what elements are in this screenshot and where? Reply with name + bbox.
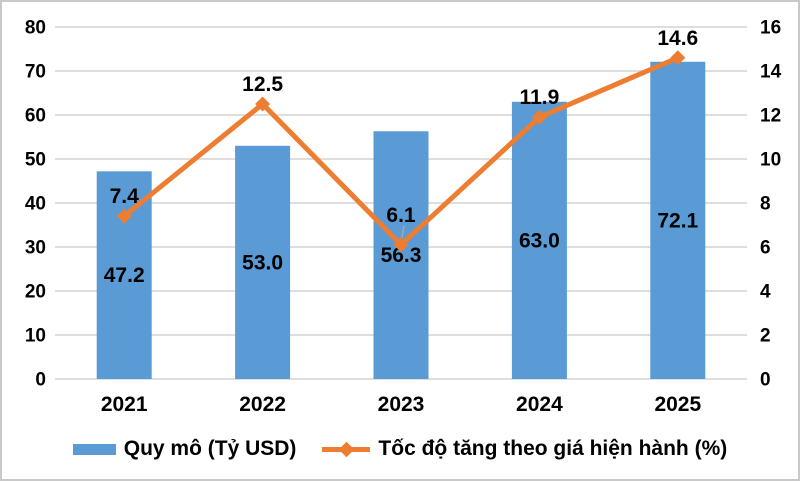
- line-marker-2023: [393, 237, 409, 253]
- bar-2023: [373, 131, 429, 379]
- line-label-2022: 12.5: [242, 73, 283, 96]
- line-marker-2021: [116, 208, 132, 224]
- diamond-marker-icon: [338, 441, 355, 457]
- left-axis-tick: 60: [25, 106, 46, 127]
- left-axis-tick: 0: [35, 370, 46, 391]
- bar-label-2024: 63.0: [519, 229, 560, 252]
- right-axis-tick: 14: [760, 62, 782, 83]
- legend: Quy mô (Tỷ USD) Tốc độ tăng theo giá hiệ…: [2, 437, 798, 461]
- left-axis-tick: 20: [25, 282, 46, 303]
- x-axis-label-2021: 2021: [101, 393, 148, 416]
- right-axis-tick: 2: [760, 326, 771, 347]
- x-axis-label-2023: 2023: [378, 393, 425, 416]
- line-label-2021: 7.4: [110, 185, 140, 208]
- line-label-2024: 11.9: [520, 86, 560, 109]
- label-leader-line: [401, 225, 405, 238]
- left-axis-tick: 10: [25, 326, 46, 347]
- bar-label-2025: 72.1: [657, 209, 698, 232]
- right-axis-tick: 4: [760, 282, 771, 303]
- line-label-2025: 14.6: [657, 27, 698, 50]
- bar-label-2022: 53.0: [242, 251, 283, 274]
- bar-2024: [511, 101, 567, 380]
- line-marker-2025: [670, 50, 686, 66]
- bar-2025: [650, 61, 706, 379]
- bar-series-swatch-icon: [72, 443, 116, 455]
- right-axis-tick: 12: [760, 106, 781, 127]
- x-axis-label-2022: 2022: [239, 393, 286, 416]
- bar-label-2021: 47.2: [104, 264, 145, 287]
- x-axis-label-2025: 2025: [654, 393, 701, 416]
- left-axis-tick: 80: [25, 18, 46, 39]
- line-series-swatch-icon: [322, 441, 371, 457]
- right-axis-tick: 0: [760, 370, 771, 391]
- line-series-label: Tốc độ tăng theo giá hiện hành (%): [378, 437, 728, 460]
- x-axis-label-2024: 2024: [516, 393, 563, 416]
- line-marker-2024: [531, 109, 547, 125]
- bar-2021: [96, 171, 152, 379]
- right-axis-tick: 16: [760, 18, 781, 39]
- bar-2022: [235, 145, 291, 379]
- legend-item-bar-series: Quy mô (Tỷ USD): [72, 437, 297, 461]
- right-axis-tick: 10: [760, 150, 781, 171]
- bar-series-label: Quy mô (Tỷ USD): [123, 437, 297, 460]
- line-marker-2022: [255, 96, 271, 112]
- bar-label-2023: 56.3: [381, 244, 422, 267]
- left-axis-tick: 30: [25, 238, 46, 259]
- left-axis-tick: 40: [25, 194, 46, 215]
- line-label-2023: 6.1: [386, 204, 416, 227]
- right-axis-tick: 6: [760, 238, 771, 259]
- left-axis-tick: 70: [25, 62, 46, 83]
- right-axis-tick: 8: [760, 194, 771, 215]
- left-axis-tick: 50: [25, 150, 46, 171]
- legend-item-line-series: Tốc độ tăng theo giá hiện hành (%): [322, 437, 727, 461]
